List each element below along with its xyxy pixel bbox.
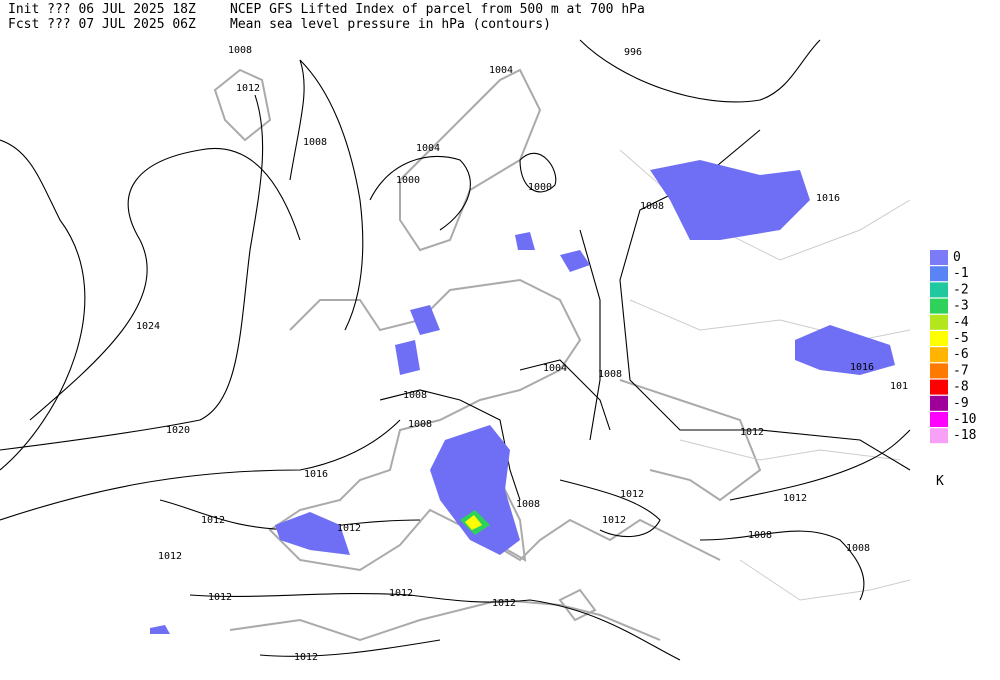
legend-label: -8 [953,380,969,395]
contour-label: 1012 [783,493,807,504]
legend-label: 0 [953,250,961,265]
contour-label: 1004 [489,65,513,76]
legend-unit: K [936,474,944,489]
legend-label: -7 [953,363,969,378]
legend-swatch [930,250,948,265]
legend-swatch [930,395,948,411]
coastlines [213,68,762,642]
contour-label: 1008 [640,201,664,212]
legend-label: -2 [953,282,969,297]
contour-label: 1012 [620,489,644,500]
isobars [0,39,911,661]
legend-label: -10 [953,412,976,427]
contour-label: 1012 [201,515,225,526]
legend-label: -1 [953,266,969,281]
contour-label: 1016 [816,193,840,204]
contour-label: 1004 [543,363,567,374]
contour-label: 1008 [846,543,870,554]
legend-label: -4 [953,315,969,330]
legend-swatch [930,379,948,395]
contour-label: 1024 [136,321,160,332]
legend-label: -18 [953,428,976,443]
contour-label: 1012 [740,427,764,438]
contour-label: 1012 [158,551,182,562]
legend-swatch [930,282,948,298]
contour-label: 1008 [403,390,427,401]
contour-label: 1016 [850,362,874,373]
contour-label: 996 [624,47,642,58]
legend-swatch [930,428,948,444]
contour-label: 1012 [492,598,516,609]
subtitle: Mean sea level pressure in hPa (contours… [230,17,551,32]
contour-label: 1008 [408,419,432,430]
contour-label: 1020 [166,425,190,436]
contour-label: 1012 [208,592,232,603]
legend-label: -3 [953,299,969,314]
legend-label: -9 [953,396,969,411]
legend-swatch [930,266,948,282]
contour-label: 1012 [602,515,626,526]
contour-labels: 1008 1012 996 1004 1008 1004 1000 1000 1… [136,45,908,663]
title: NCEP GFS Lifted Index of parcel from 500… [230,2,645,17]
legend-swatch [930,314,948,330]
contour-label: 1012 [236,83,260,94]
legend-swatch [930,412,948,427]
contour-label: 1008 [748,530,772,541]
contour-label: 1008 [228,45,252,56]
contour-label: 1008 [303,137,327,148]
init-time: Init ??? 06 JUL 2025 18Z [8,2,196,17]
contour-label: 1012 [294,652,318,663]
lifted-index-areas [150,160,895,634]
contour-label: 1000 [528,182,552,193]
legend-swatch [930,347,948,363]
legend-label: -5 [953,331,969,346]
contour-label: 1000 [396,175,420,186]
contour-label: 101 [890,381,908,392]
legend-label: -6 [953,347,969,362]
legend-swatch [930,363,948,379]
legend: 0-1-2 -3-4-5-6-7 -8-9-10-18 [930,250,976,444]
legend-swatch [930,298,948,314]
contour-label: 1008 [598,369,622,380]
contour-label: 1012 [389,588,413,599]
contour-label: 1016 [304,469,328,480]
legend-swatch [930,331,948,346]
contour-label: 1008 [516,499,540,510]
contour-label: 1012 [337,523,361,534]
forecast-time: Fcst ??? 07 JUL 2025 06Z [8,17,196,32]
contour-label: 1004 [416,143,440,154]
